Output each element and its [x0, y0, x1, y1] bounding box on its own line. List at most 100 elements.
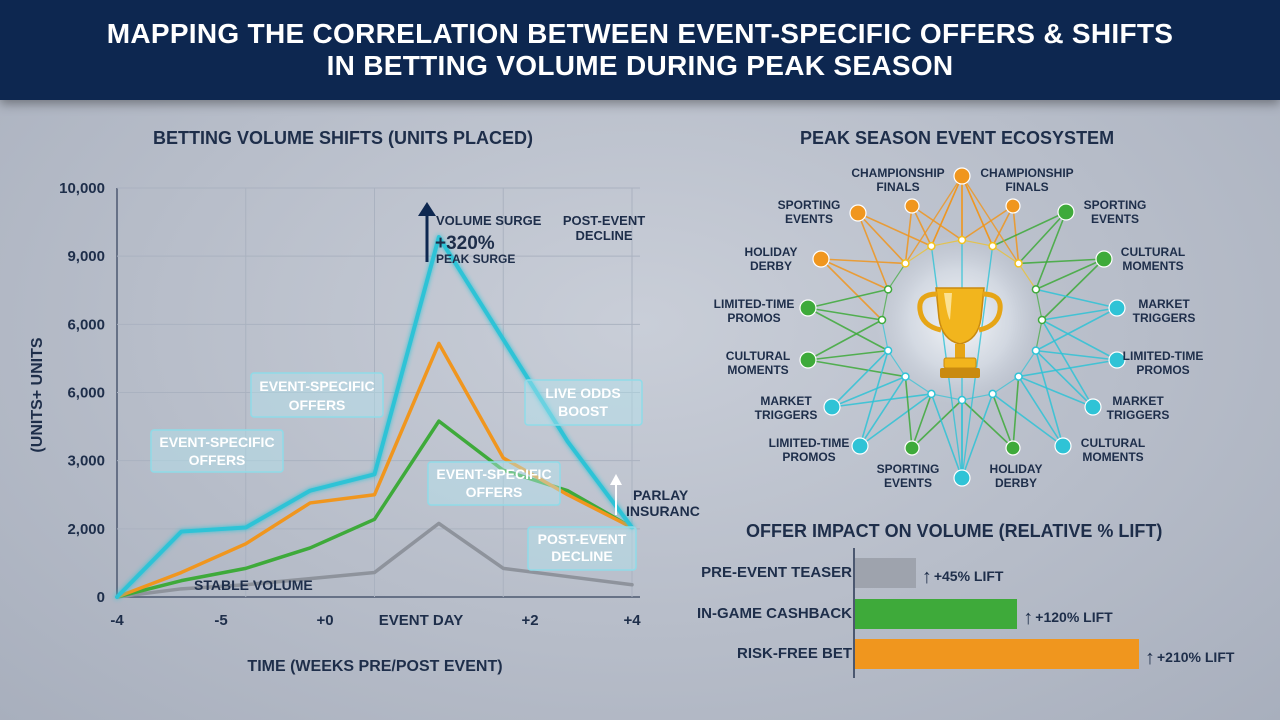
ecosystem-connections — [807, 175, 1118, 479]
y-tick-label: 10,000 — [59, 180, 105, 197]
bar-chart-title: OFFER IMPACT ON VOLUME (RELATIVE % LIFT) — [746, 521, 1163, 541]
y-tick-labels: 0 2,000 3,000 6,000 6,000 9,000 10,000 — [59, 180, 105, 606]
x-tick-label: -4 — [110, 612, 124, 629]
inner-ring-line — [905, 245, 932, 264]
bar-note-text: +120% LIFT — [1035, 609, 1113, 625]
connection-line — [961, 399, 1014, 449]
connection-line — [961, 175, 1020, 264]
ecosystem-labels: CHAMPIONSHIP FINALS CHAMPIONSHIP FINALS … — [714, 166, 1204, 490]
inner-node — [1031, 285, 1041, 294]
connection-line — [1035, 307, 1118, 352]
x-tick-label: -5 — [214, 612, 227, 629]
annotation-text: OFFERS — [289, 397, 346, 413]
ecosystem-inner-ring — [877, 235, 1047, 405]
connection-line — [807, 349, 889, 361]
connection-line — [807, 307, 889, 352]
connection-line — [831, 393, 932, 408]
connection-line — [961, 175, 994, 247]
annotation-text: VOLUME SURGE — [436, 213, 542, 228]
inner-ring-line — [961, 393, 993, 401]
node-label: EVENTS — [884, 476, 932, 490]
connection-line — [859, 393, 932, 447]
bar-note-text: +45% LIFT — [933, 568, 1004, 584]
node-label: MARKET — [760, 394, 812, 408]
connection-line — [820, 258, 889, 291]
bar-label: PRE-EVENT TEASER — [701, 564, 852, 581]
bar-note-text: +210% LIFT — [1157, 649, 1235, 665]
y-tick-label: 9,000 — [67, 248, 105, 265]
connection-line — [820, 258, 883, 321]
connection-line — [857, 212, 907, 264]
bar-pre-event-teaser — [855, 558, 916, 588]
bar-label: IN-GAME CASHBACK — [697, 605, 852, 622]
connection-line — [992, 211, 1067, 247]
inner-node — [927, 389, 936, 399]
node-label: SPORTING — [877, 462, 940, 476]
connection-line — [904, 175, 963, 264]
annotation-box-event-offers-c: EVENT-SPECIFIC OFFERS — [427, 461, 561, 506]
series-lines — [115, 235, 634, 599]
series-line-3 — [115, 521, 634, 599]
inner-ring-line — [1035, 289, 1043, 321]
bar-note: ↑ +45% LIFT — [922, 564, 1004, 588]
node-label: CHAMPIONSHIP — [980, 166, 1073, 180]
bar-axis-line — [853, 548, 855, 678]
bar-label: RISK-FREE BET — [736, 645, 852, 662]
connection-line — [930, 175, 963, 247]
connection-line — [859, 376, 907, 447]
bar-risk-free-bet — [855, 639, 1139, 669]
connection-line — [1035, 258, 1105, 291]
inner-ring-line — [1018, 263, 1037, 290]
inner-node — [957, 395, 967, 405]
y-tick-label: 6,000 — [67, 316, 105, 333]
line-chart-title: BETTING VOLUME SHIFTS (UNITS PLACED) — [153, 128, 533, 148]
inner-ring-line — [1035, 319, 1043, 351]
connection-line — [1041, 307, 1118, 321]
x-tick-label: +2 — [521, 612, 538, 629]
inner-ring-line — [881, 289, 889, 321]
annotation-box-event-offers-a: EVENT-SPECIFIC OFFERS — [150, 429, 284, 473]
inner-ring-line — [905, 376, 932, 395]
x-tick-labels: -4 -5 +0 EVENT DAY +2 +4 — [110, 612, 641, 629]
node-label: EVENTS — [1091, 212, 1139, 226]
node-label: LIMITED-TIME — [1123, 349, 1204, 363]
inner-node — [1031, 346, 1041, 355]
ecosystem-title: PEAK SEASON EVENT ECOSYSTEM — [800, 128, 1115, 148]
inner-node — [883, 285, 893, 294]
x-axis-label: TIME (WEEKS PRE/POST EVENT) — [247, 658, 502, 675]
annotation-text: BOOST — [558, 403, 608, 419]
ecosystem-node — [799, 351, 817, 369]
connection-line — [1012, 376, 1020, 449]
node-label: FINALS — [1005, 180, 1048, 194]
connection-line — [1017, 376, 1064, 447]
up-arrow-icon — [418, 202, 436, 216]
node-label: DERBY — [750, 259, 792, 273]
connection-line — [1018, 375, 1094, 408]
annotation-text: POST-EVENT — [563, 213, 645, 228]
inner-node — [901, 259, 910, 268]
parlay-insurance-annotation: PARLAY INSURANCE — [610, 474, 700, 519]
node-label: PROMOS — [782, 450, 835, 464]
annotation-text: OFFERS — [189, 452, 246, 468]
ecosystem-node — [823, 398, 841, 416]
ecosystem-node — [1084, 398, 1102, 416]
node-label: SPORTING — [778, 198, 841, 212]
node-label: MARKET — [1112, 394, 1164, 408]
trophy-icon — [917, 287, 1003, 378]
annotation-text: PARLAY — [633, 487, 689, 503]
connection-line — [1017, 211, 1067, 264]
inner-node — [988, 241, 997, 251]
annotation-text: PEAK SURGE — [436, 252, 515, 266]
series-line-0 — [115, 235, 634, 599]
connection-line — [807, 319, 883, 361]
connection-line — [1018, 359, 1118, 378]
y-axis-label: (UNITS+ UNITS — [29, 337, 46, 452]
ecosystem-node — [849, 204, 867, 222]
connection-line — [1035, 288, 1118, 309]
annotation-text: EVENT-SPECIFIC — [436, 466, 551, 482]
y-tick-label: 2,000 — [67, 521, 105, 538]
ecosystem-node — [1054, 437, 1072, 455]
series-line-1 — [115, 341, 634, 599]
inner-ring-line — [887, 350, 906, 377]
connection-line — [930, 393, 963, 479]
